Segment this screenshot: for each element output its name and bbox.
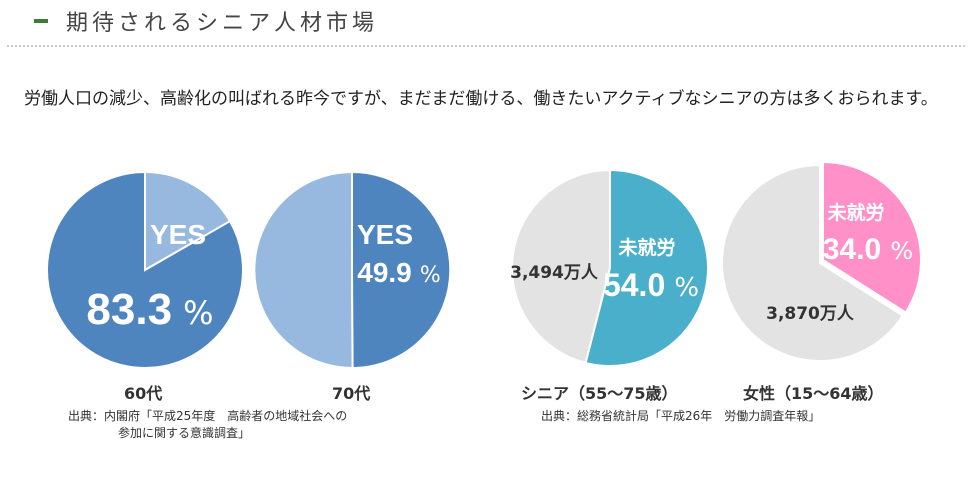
category-label-senior: シニア（55〜75歳）: [521, 384, 678, 403]
pie-chart-70s: YES 49.9 %: [253, 170, 452, 370]
heading-text: 期待されるシニア人材市場: [66, 11, 379, 36]
total-label: 3,870万人: [766, 304, 855, 324]
value-label: 54.0 %: [603, 267, 699, 303]
slice-label: YES: [357, 219, 413, 250]
value-unit: %: [674, 273, 699, 303]
pie-slice-yes: [351, 170, 452, 370]
value-unit: %: [420, 263, 441, 288]
value-number: 54.0: [603, 267, 665, 303]
value-number: 83.3: [86, 285, 172, 334]
slice-label: 未就労: [617, 236, 675, 259]
dotted-divider: [7, 45, 965, 47]
pie-chart-60s: YES 83.3 %: [45, 170, 244, 369]
source-line-2: 参加に関する意識調査」: [118, 426, 251, 440]
pie-slice-yes: [584, 168, 710, 367]
value-label: 83.3 %: [86, 285, 213, 334]
pie-slice-other: [253, 170, 354, 370]
pie-slice-yes: [822, 160, 922, 314]
value-number: 34.0: [823, 233, 881, 266]
source-note-right: 出典：総務省統計局「平成26年 労働力調査年報」: [541, 409, 821, 423]
category-label-70s: 70代: [332, 384, 371, 403]
value-unit: %: [183, 294, 213, 332]
value-number: 49.9: [357, 257, 412, 288]
pie-chart-senior: 3,494万人 未就労 54.0 %: [510, 168, 710, 367]
total-label: 3,494万人: [510, 263, 599, 283]
category-label-women: 女性（15〜64歳）: [743, 384, 884, 403]
slice-label: YES: [150, 219, 206, 250]
pie-slice-other: [720, 163, 905, 362]
value-label: 49.9 %: [357, 257, 441, 288]
pie-slice-other: [144, 170, 232, 272]
heading-bar-icon: [34, 19, 48, 23]
pie-slice-other: [511, 168, 611, 365]
section-heading: 期待されるシニア人材市場: [34, 2, 378, 40]
pie-slice-yes: [45, 170, 244, 369]
source-note-left: 出典：内閣府「平成25年度 高齢者の地域社会への 参加に関する意識調査」: [68, 408, 347, 442]
value-label: 34.0 %: [823, 233, 913, 266]
category-label-60s: 60代: [124, 384, 163, 403]
intro-paragraph: 労働人口の減少、高齢化の叫ばれる昨今ですが、まだまだ働ける、働きたいアクティブな…: [24, 89, 938, 109]
slice-label: 未就労: [826, 201, 884, 224]
source-line-1: 出典：内閣府「平成25年度 高齢者の地域社会への: [68, 409, 348, 423]
pie-chart-women: 3,870万人 未就労 34.0 %: [720, 160, 922, 362]
value-unit: %: [890, 237, 913, 265]
